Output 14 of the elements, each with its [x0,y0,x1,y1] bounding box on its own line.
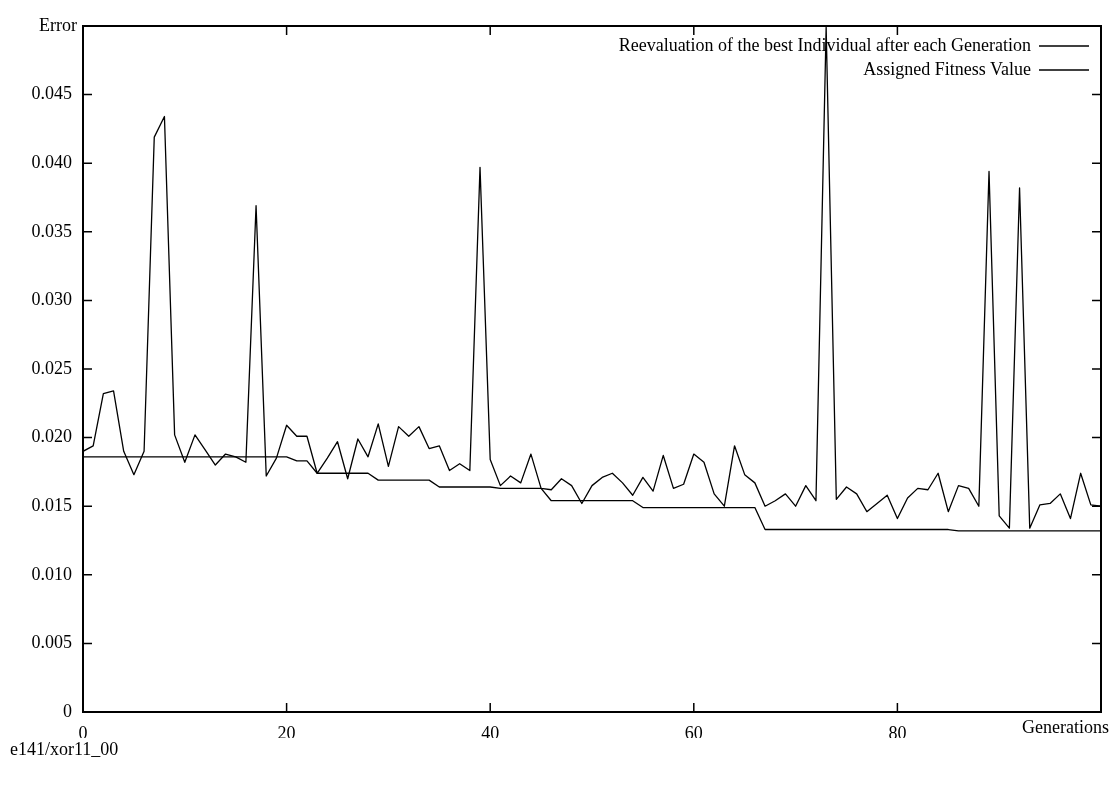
text: e141/xor11_00 [10,738,119,759]
y-tick-label: 0.015 [31,494,72,515]
x-axis-title: Generations [1022,716,1109,737]
y-tick-label: 0.030 [31,289,72,310]
legend-label: Assigned Fitness Value [863,58,1032,79]
y-axis-title: Error [39,14,77,35]
y-tick-label: 0 [63,700,72,721]
y-tick-label: 0.010 [31,563,72,584]
y-tick-label: 0.040 [31,151,72,172]
y-tick-label: 0.045 [31,83,72,104]
y-tick-label: 0.025 [31,357,72,378]
y-tick-label: 0.005 [31,632,72,653]
y-tick-label: 0.035 [31,220,72,241]
y-tick-label: 0.020 [31,426,72,447]
